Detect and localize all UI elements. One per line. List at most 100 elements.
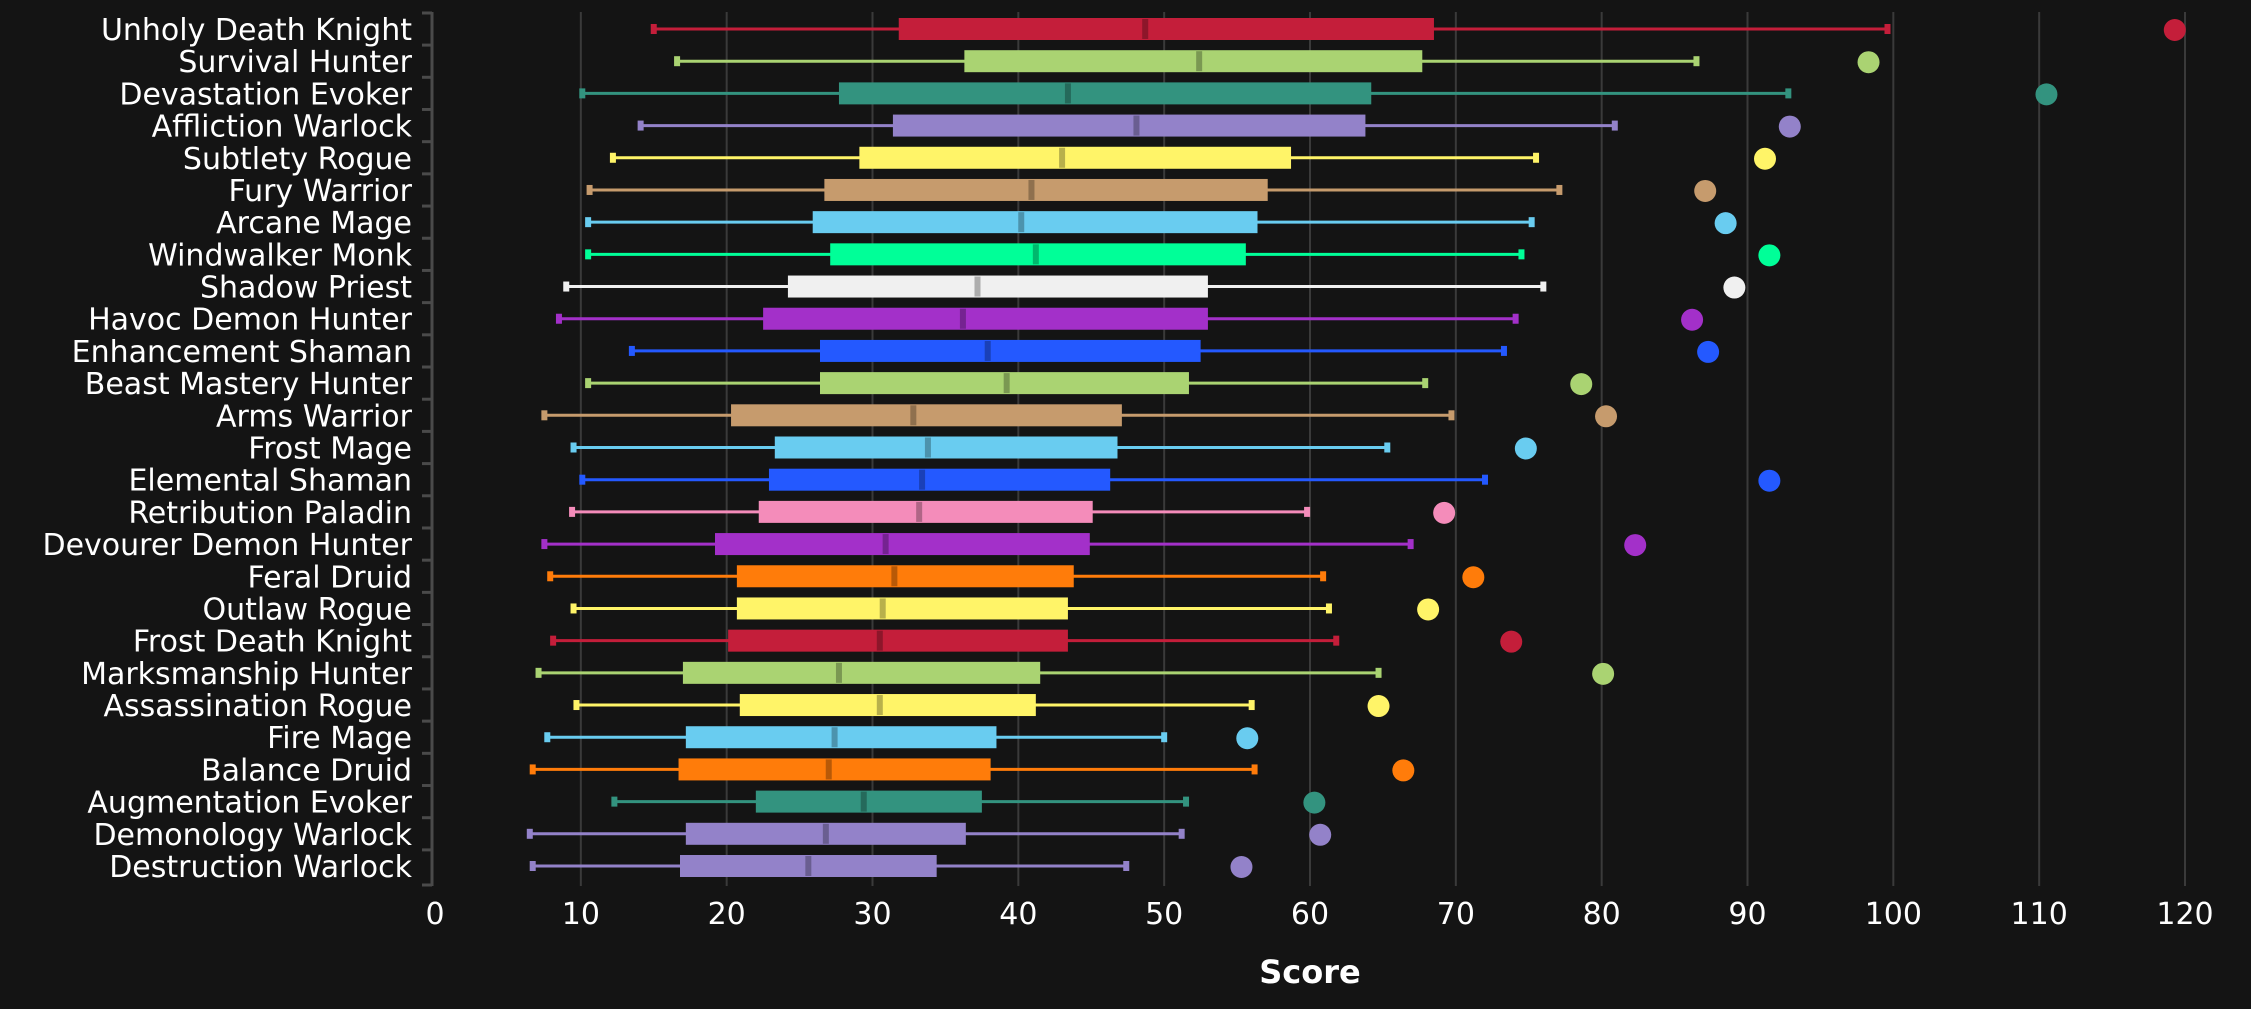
outlier-point <box>1681 308 1704 331</box>
category-label: Frost Death Knight <box>133 625 412 660</box>
category-label: Marksmanship Hunter <box>81 657 413 692</box>
iqr-box <box>898 18 1434 40</box>
whisker-cap-high <box>1251 764 1258 775</box>
outlier-point <box>1417 598 1440 621</box>
x-tick-label: 110 <box>2011 897 2068 932</box>
box-marks <box>526 18 2186 878</box>
outlier-point <box>1758 244 1781 267</box>
outlier-point <box>1367 695 1390 718</box>
category-label: Outlaw Rogue <box>202 592 412 627</box>
iqr-box <box>838 82 1372 105</box>
box-group <box>609 146 1776 170</box>
category-label: Demonology Warlock <box>93 818 412 853</box>
category-label: Beast Mastery Hunter <box>85 367 413 402</box>
median-marker <box>910 405 917 426</box>
whisker-cap-low <box>585 378 592 389</box>
median-marker <box>919 469 926 490</box>
outlier-point <box>1392 759 1415 782</box>
iqr-box <box>728 629 1068 652</box>
median-marker <box>891 566 898 587</box>
box-group <box>547 565 1485 589</box>
category-label: Devourer Demon Hunter <box>42 528 412 563</box>
category-label: Enhancement Shaman <box>72 335 412 370</box>
outlier-point <box>2163 19 2186 41</box>
x-tick-label: 90 <box>1728 897 1766 932</box>
box-group <box>585 211 1737 235</box>
iqr-box <box>768 468 1111 491</box>
category-label: Augmentation Evoker <box>87 786 412 821</box>
whisker-cap-high <box>1540 281 1547 292</box>
outlier-point <box>1303 791 1326 814</box>
whisker-cap-high <box>1375 667 1382 678</box>
whisker-cap-high <box>1325 603 1332 614</box>
median-marker <box>1059 147 1066 168</box>
whisker-cap-high <box>1611 120 1618 131</box>
category-label: Feral Druid <box>248 560 413 595</box>
iqr-box <box>755 790 982 813</box>
outlier-point <box>1462 566 1485 589</box>
median-marker <box>959 308 966 329</box>
outlier-point <box>1697 340 1720 363</box>
box-group <box>586 178 1717 202</box>
iqr-box <box>739 694 1036 717</box>
category-label: Survival Hunter <box>178 45 412 80</box>
category-label: Affliction Warlock <box>152 110 413 145</box>
iqr-box <box>736 565 1074 588</box>
outlier-point <box>1592 662 1615 685</box>
median-marker <box>1003 373 1010 394</box>
whisker-cap-high <box>1500 345 1507 356</box>
whisker-cap-low <box>573 700 580 711</box>
box-group <box>555 307 1704 331</box>
whisker-cap-high <box>1556 184 1563 195</box>
category-label: Assassination Rogue <box>103 689 412 724</box>
median-marker <box>1018 212 1025 233</box>
category-label: Elemental Shaman <box>128 464 412 499</box>
whisker-cap-high <box>1407 539 1414 550</box>
whisker-cap-low <box>585 217 592 228</box>
median-marker <box>876 695 883 716</box>
median-marker <box>924 437 931 458</box>
median-marker <box>1032 244 1039 265</box>
box-group <box>637 114 1801 138</box>
box-group <box>611 790 1326 814</box>
box-group <box>570 597 1440 621</box>
median-marker <box>835 662 842 683</box>
iqr-box <box>758 500 1093 523</box>
box-group <box>579 82 2058 106</box>
box-group <box>526 822 1332 846</box>
category-label: Arcane Mage <box>216 206 412 241</box>
iqr-box <box>859 146 1292 169</box>
outlier-point <box>1778 115 1801 138</box>
category-label: Unholy Death Knight <box>101 13 412 48</box>
median-marker <box>831 727 838 748</box>
x-tick-label: 70 <box>1437 897 1475 932</box>
outlier-point <box>1309 823 1332 846</box>
whisker-cap-high <box>1183 796 1190 807</box>
median-marker <box>822 823 829 844</box>
iqr-box <box>820 339 1201 362</box>
category-label: Shadow Priest <box>200 271 412 306</box>
category-label: Retribution Paladin <box>128 496 412 531</box>
median-marker <box>825 759 832 780</box>
category-label: Destruction Warlock <box>109 850 412 885</box>
x-tick-label: 0 <box>425 897 444 932</box>
whisker-cap-low <box>579 88 586 99</box>
whisker-cap-high <box>1333 635 1340 646</box>
box-group <box>570 436 1537 460</box>
whisker-cap-low <box>550 635 557 646</box>
box-group <box>628 339 1720 363</box>
outlier-point <box>1754 147 1776 170</box>
whisker-cap-high <box>1785 88 1792 99</box>
box-group <box>529 758 1415 782</box>
median-marker <box>974 276 981 297</box>
x-tick-label: 60 <box>1291 897 1329 932</box>
category-label: Windwalker Monk <box>148 238 413 273</box>
whisker-cap-high <box>1693 56 1700 67</box>
whisker-cap-high <box>1304 506 1311 517</box>
whisker-cap-low <box>529 764 536 775</box>
iqr-box <box>774 436 1118 459</box>
iqr-box <box>892 114 1366 137</box>
iqr-box <box>678 758 991 781</box>
box-group <box>585 243 1781 267</box>
outlier-point <box>1236 727 1259 750</box>
